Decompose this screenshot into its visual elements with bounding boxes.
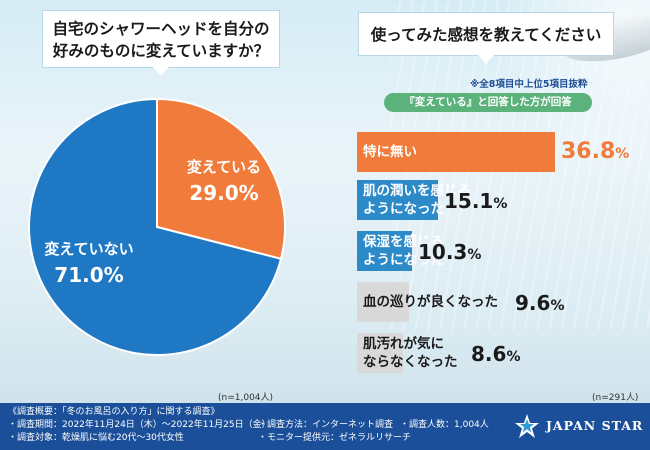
left-question-box: 自宅のシャワーヘッドを自分の 好みのものに変えていますか？ [42,10,280,76]
pie-label-changed-value: 29.0% [189,181,259,205]
bar-sample-size: (n=291人) [592,393,639,403]
bar-value-2: 10.3% [418,240,481,264]
bar-chart: 特に無い 36.8% 肌の潤いを感じる ようになった 15.1% 保湿を感じる ようになった… [357,130,642,390]
bar-value-0: 36.8% [561,139,629,164]
bar-label-line: 血の巡りが良くなった [363,294,498,310]
bar-value-unit: % [467,247,482,263]
footer-method: ・調査方法：インターネット調査 [258,420,394,430]
footer-provider: ・モニター提供元：ゼネラルリサーチ [258,433,412,443]
bar-2 [357,231,412,271]
survey-footer: 《調査概要：「冬のお風呂の入り方」に関する調査》 ・調査期間：2022年11月2… [0,403,650,450]
bar-label-line: ようになった [363,252,444,268]
bar-value-number: 15.1 [444,189,494,213]
bar-value-number: 36.8 [561,139,616,164]
footer-count: ・調査人数：1,004人 [400,420,489,430]
right-question-box: 使ってみた感想を教えてください [358,12,614,64]
bar-value-4: 8.6% [471,342,520,366]
pie-chart: 変えている 29.0% 変えていない 71.0% [14,84,300,370]
bar-value-number: 10.3 [418,240,468,264]
footer-target: ・調査対象：乾燥肌に悩む20代～30代女性 [8,433,184,443]
bar-label-line: 特に無い [363,144,417,160]
items-note: ※全8項目中上位5項目抜粋 [470,79,588,90]
bar-label-3: 血の巡りが良くなった [363,293,498,311]
bar-label-line: ならなくなった [363,354,458,370]
bar-value-unit: % [506,349,521,365]
bar-1 [357,180,438,220]
bar-value-number: 9.6 [515,291,551,315]
bar-4 [357,333,403,373]
bar-value-unit: % [493,196,508,212]
left-question-line1: 自宅のシャワーヘッドを自分の [52,20,270,38]
pie-slice-0 [156,97,286,261]
bar-value-unit: % [550,298,565,314]
bar-value-1: 15.1% [444,189,507,213]
pie-label-changed-text: 変えている [186,158,262,176]
brand-logo: JAPAN STAR [514,413,643,439]
bar-label-1: 肌の潤いを感じる ようになった [363,182,471,218]
pie-label-not-changed-text: 変えていない [44,240,134,258]
bar-value-unit: % [615,146,630,162]
brand-name: JAPAN STAR [546,418,644,433]
pie-label-not-changed: 変えていない 71.0% [34,238,144,287]
pie-label-changed: 変えている 29.0% [174,156,274,205]
bar-row-4: 肌汚れが気に ならなくなった 8.6% [357,333,642,373]
bar-0 [357,132,555,172]
brand-star-icon [515,414,539,438]
bar-label-2: 保湿を感じる ようになった [363,233,444,269]
bar-label-line: ようになった [363,201,444,217]
pie-slice-1 [28,97,283,356]
bar-3 [357,282,409,322]
bar-row-1: 肌の潤いを感じる ようになった 15.1% [357,180,642,220]
pie-svg [28,97,286,356]
bar-label-line: 肌汚れが気に [363,336,444,352]
left-question-line2: 好みのものに変えていますか？ [52,42,270,60]
bar-row-0: 特に無い 36.8% [357,132,642,172]
bar-label-4: 肌汚れが気に ならなくなった [363,335,458,371]
bar-value-3: 9.6% [515,291,564,315]
footer-title: 《調査概要：「冬のお風呂の入り方」に関する調査》 [8,407,220,417]
pie-label-not-changed-value: 71.0% [54,263,124,287]
bar-row-2: 保湿を感じる ようになった 10.3% [357,231,642,271]
bar-row-3: 血の巡りが良くなった 9.6% [357,282,642,322]
footer-period: ・調査期間：2022年11月24日（木）～2022年11月25日（金） [8,420,271,430]
bar-label-0: 特に無い [363,143,417,161]
bar-label-line: 肌の潤いを感じる [363,183,471,199]
bar-label-line: 保湿を感じる [363,234,444,250]
bar-value-number: 8.6 [471,342,507,366]
pie-sample-size: (n=1,004人) [218,393,274,403]
respondent-filter-pill: 『変えている』と回答した方が回答 [384,93,592,112]
right-question-text: 使ってみた感想を教えてください [370,26,602,44]
